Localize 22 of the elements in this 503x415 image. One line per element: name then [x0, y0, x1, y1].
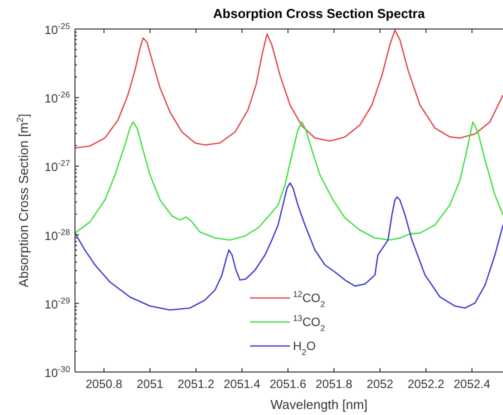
- x-tick-label: 2051.8: [316, 377, 353, 391]
- x-tick-label: 2051.2: [178, 377, 215, 391]
- chart-title: Absorption Cross Section Spectra: [213, 6, 426, 21]
- line-series: [75, 121, 503, 241]
- x-tick-label: 2052: [366, 377, 394, 391]
- x-tick-label: 2052.4: [454, 377, 491, 391]
- x-tick-label: 2050.8: [86, 377, 123, 391]
- y-tick-label: 10$^{-27}$: [44, 158, 70, 174]
- legend-label: $^{12}$CO$_{2}$: [293, 289, 326, 309]
- legend-label: H$_{2}$O: [293, 339, 316, 357]
- x-tick-label: 2051.4: [224, 377, 261, 391]
- y-tick-label: 10$^{-25}$: [44, 21, 70, 37]
- y-tick-label: 10$^{-26}$: [44, 90, 70, 106]
- y-tick-label: 10$^{-28}$: [44, 226, 70, 243]
- x-tick-label: 2051: [136, 377, 164, 391]
- x-tick-label: 2052.2: [408, 377, 445, 391]
- y-tick-label: 10$^{-29}$: [44, 295, 70, 312]
- line-series: [75, 182, 503, 311]
- legend-label: $^{13}$CO$_{2}$: [293, 313, 326, 333]
- x-axis-title: Wavelength [nm]: [270, 397, 368, 412]
- y-tick-label: 10$^{-30}$: [44, 364, 70, 380]
- x-tick-label: 2051.6: [270, 377, 307, 391]
